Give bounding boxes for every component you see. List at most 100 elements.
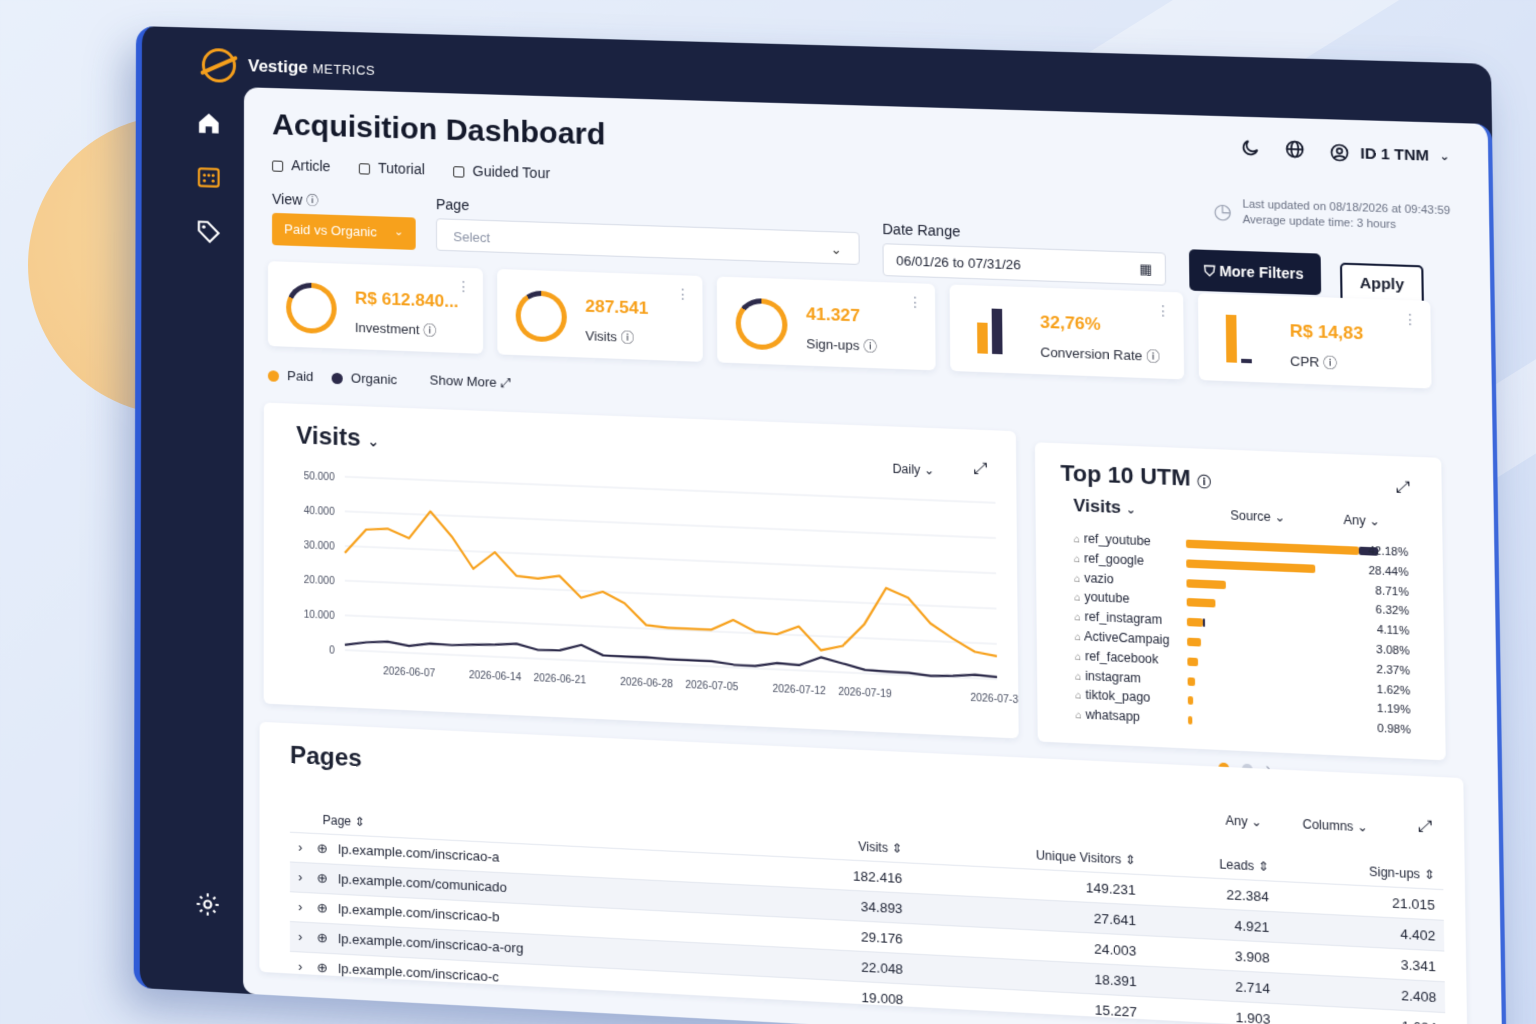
utm-any-select[interactable]: Any ⌄ bbox=[1343, 513, 1380, 529]
y-tick-label: 50.000 bbox=[304, 471, 335, 483]
utm-name: instagram bbox=[1085, 668, 1141, 685]
kebab-menu-icon[interactable]: ⋮ bbox=[456, 278, 470, 296]
utm-metric-select[interactable]: Visits ⌄ bbox=[1073, 496, 1136, 519]
home-icon[interactable] bbox=[194, 110, 224, 141]
granularity-select[interactable]: Daily ⌄ bbox=[892, 462, 934, 478]
user-menu[interactable]: ID 1 TNM ⌄ bbox=[1328, 142, 1449, 166]
utm-bar-paid bbox=[1188, 716, 1193, 725]
legend-organic[interactable]: Organic bbox=[332, 369, 397, 387]
utm-row[interactable]: ⌂ vazio bbox=[1074, 570, 1114, 586]
utm-row[interactable]: ⌂ youtube bbox=[1074, 589, 1129, 606]
chevron-down-icon: ⌄ bbox=[1440, 149, 1450, 163]
globe-icon: ⊕ bbox=[317, 840, 328, 856]
top-right-controls: ID 1 TNM ⌄ bbox=[1239, 137, 1450, 168]
guided-tour-link[interactable]: Guided Tour bbox=[453, 162, 550, 181]
gridline bbox=[345, 615, 997, 644]
help-links: Article Tutorial Guided Tour bbox=[272, 156, 550, 181]
utm-source-select[interactable]: Source ⌄ bbox=[1230, 508, 1285, 525]
utm-bar-paid bbox=[1187, 598, 1216, 608]
utm-bar-paid bbox=[1187, 657, 1198, 666]
view-select[interactable]: Paid vs Organic ⌄ bbox=[272, 213, 416, 250]
globe-icon: ⊕ bbox=[317, 959, 328, 975]
checkbox-icon bbox=[359, 163, 370, 174]
columns-select[interactable]: Columns ⌄ bbox=[1302, 817, 1367, 835]
expand-row-chevron-icon[interactable]: › bbox=[298, 899, 302, 915]
show-more-button[interactable]: Show More ⤢ bbox=[430, 372, 511, 391]
tutorial-link[interactable]: Tutorial bbox=[359, 159, 425, 177]
bar-chart-icon bbox=[1224, 313, 1267, 364]
date-range-input[interactable]: 06/01/26 to 07/31/26 ▦ bbox=[882, 243, 1166, 285]
kpi-label: CPR ⓘ bbox=[1290, 350, 1337, 371]
kebab-menu-icon[interactable]: ⋮ bbox=[1403, 310, 1418, 328]
utm-row[interactable]: ⌂ instagram bbox=[1075, 668, 1141, 686]
pages-table: Page ⇕ Visits ⇕ Unique Visitors ⇕ Leads … bbox=[290, 805, 1446, 1024]
utm-bar-paid bbox=[1188, 697, 1194, 706]
utm-bar-paid bbox=[1186, 559, 1315, 573]
visits-line-chart: 50.000 40.000 30.000 20.000 10.000 0 2026-06-0… bbox=[264, 453, 1019, 732]
pages-title: Pages bbox=[290, 742, 362, 774]
utm-row[interactable]: ⌂ ref_youtube bbox=[1074, 531, 1151, 549]
utm-percent: 8.71% bbox=[1375, 585, 1409, 599]
visits-card-title[interactable]: Visits ⌄ bbox=[296, 422, 379, 454]
more-filters-button[interactable]: ⛉ More Filters bbox=[1189, 249, 1321, 295]
tag-icon: ⌂ bbox=[1075, 671, 1082, 683]
utm-row[interactable]: ⌂ tiktok_pago bbox=[1075, 687, 1150, 705]
date-range-label: Date Range bbox=[882, 221, 960, 240]
info-icon: ⓘ bbox=[1197, 473, 1211, 489]
kpi-visits[interactable]: 287.541 Visits ⓘ ⋮ bbox=[497, 269, 703, 362]
y-tick-label: 20.000 bbox=[304, 575, 335, 588]
dashboard-icon[interactable] bbox=[194, 164, 224, 195]
utm-name: ActiveCampaig bbox=[1084, 629, 1170, 647]
expand-icon[interactable]: ⤢ bbox=[973, 461, 987, 480]
utm-name: ref_facebook bbox=[1085, 649, 1159, 667]
settings-gear-icon[interactable] bbox=[192, 890, 222, 922]
page-select[interactable]: Select ⌄ bbox=[436, 218, 860, 265]
series-legend: Paid Organic Show More ⤢ bbox=[268, 366, 511, 391]
utm-row[interactable]: ⌂ whatsapp bbox=[1075, 707, 1140, 725]
utm-row[interactable]: ⌂ ActiveCampaig bbox=[1075, 629, 1170, 648]
utm-percent: 6.32% bbox=[1375, 604, 1409, 618]
tag-icon[interactable] bbox=[194, 218, 224, 249]
kpi-value: R$ 612.840... bbox=[355, 288, 459, 312]
y-tick-label: 10.000 bbox=[304, 609, 335, 622]
expand-icon[interactable]: ⤢ bbox=[1418, 818, 1432, 838]
x-tick-label: 2026-07-31 bbox=[970, 693, 1018, 707]
checkbox-icon bbox=[453, 166, 464, 177]
kpi-sign-ups[interactable]: 41.327 Sign-ups ⓘ ⋮ bbox=[717, 276, 936, 370]
y-tick-label: 0 bbox=[329, 645, 335, 657]
kpi-cpr[interactable]: R$ 14,83 CPR ⓘ ⋮ bbox=[1198, 293, 1432, 389]
tag-icon: ⌂ bbox=[1074, 593, 1081, 605]
utm-row[interactable]: ⌂ ref_facebook bbox=[1075, 648, 1159, 666]
kebab-menu-icon[interactable]: ⋮ bbox=[676, 285, 691, 303]
x-tick-label: 2026-06-21 bbox=[534, 673, 587, 687]
brand[interactable]: Vestige METRICS bbox=[202, 48, 375, 87]
utm-row[interactable]: ⌂ ref_google bbox=[1074, 550, 1144, 567]
utm-row[interactable]: ⌂ ref_instagram bbox=[1074, 609, 1162, 627]
tag-icon: ⌂ bbox=[1074, 553, 1081, 565]
kebab-menu-icon[interactable]: ⋮ bbox=[1156, 302, 1171, 320]
kebab-menu-icon[interactable]: ⋮ bbox=[908, 293, 923, 311]
x-tick-label: 2026-07-19 bbox=[838, 687, 892, 701]
chevron-down-icon: ⌄ bbox=[394, 225, 403, 238]
article-link[interactable]: Article bbox=[272, 156, 330, 174]
pages-any-select[interactable]: Any ⌄ bbox=[1225, 813, 1262, 829]
language-globe-icon[interactable] bbox=[1284, 139, 1306, 164]
expand-row-chevron-icon[interactable]: › bbox=[298, 869, 302, 885]
expand-row-chevron-icon[interactable]: › bbox=[298, 929, 302, 945]
chevron-down-icon: ⌄ bbox=[924, 463, 935, 478]
brand-suffix: METRICS bbox=[313, 61, 376, 78]
kpi-conversion-rate[interactable]: 32,76% Conversion Rate ⓘ ⋮ bbox=[950, 284, 1185, 379]
expand-row-chevron-icon[interactable]: › bbox=[298, 958, 302, 974]
utm-name: ref_google bbox=[1084, 551, 1144, 568]
kpi-value: 41.327 bbox=[806, 304, 860, 326]
legend-paid[interactable]: Paid bbox=[268, 367, 314, 384]
utm-name: youtube bbox=[1084, 590, 1129, 606]
utm-bar-paid bbox=[1187, 638, 1201, 647]
gridline bbox=[345, 477, 996, 503]
kpi-investment[interactable]: R$ 612.840... Investment ⓘ ⋮ bbox=[268, 261, 483, 354]
expand-icon[interactable]: ⤢ bbox=[1396, 479, 1410, 498]
page-url: lp.example.com/inscricao-b bbox=[338, 901, 499, 925]
expand-row-chevron-icon[interactable]: › bbox=[298, 839, 302, 855]
dark-mode-moon-icon[interactable] bbox=[1239, 137, 1261, 162]
globe-icon: ⊕ bbox=[317, 870, 328, 886]
